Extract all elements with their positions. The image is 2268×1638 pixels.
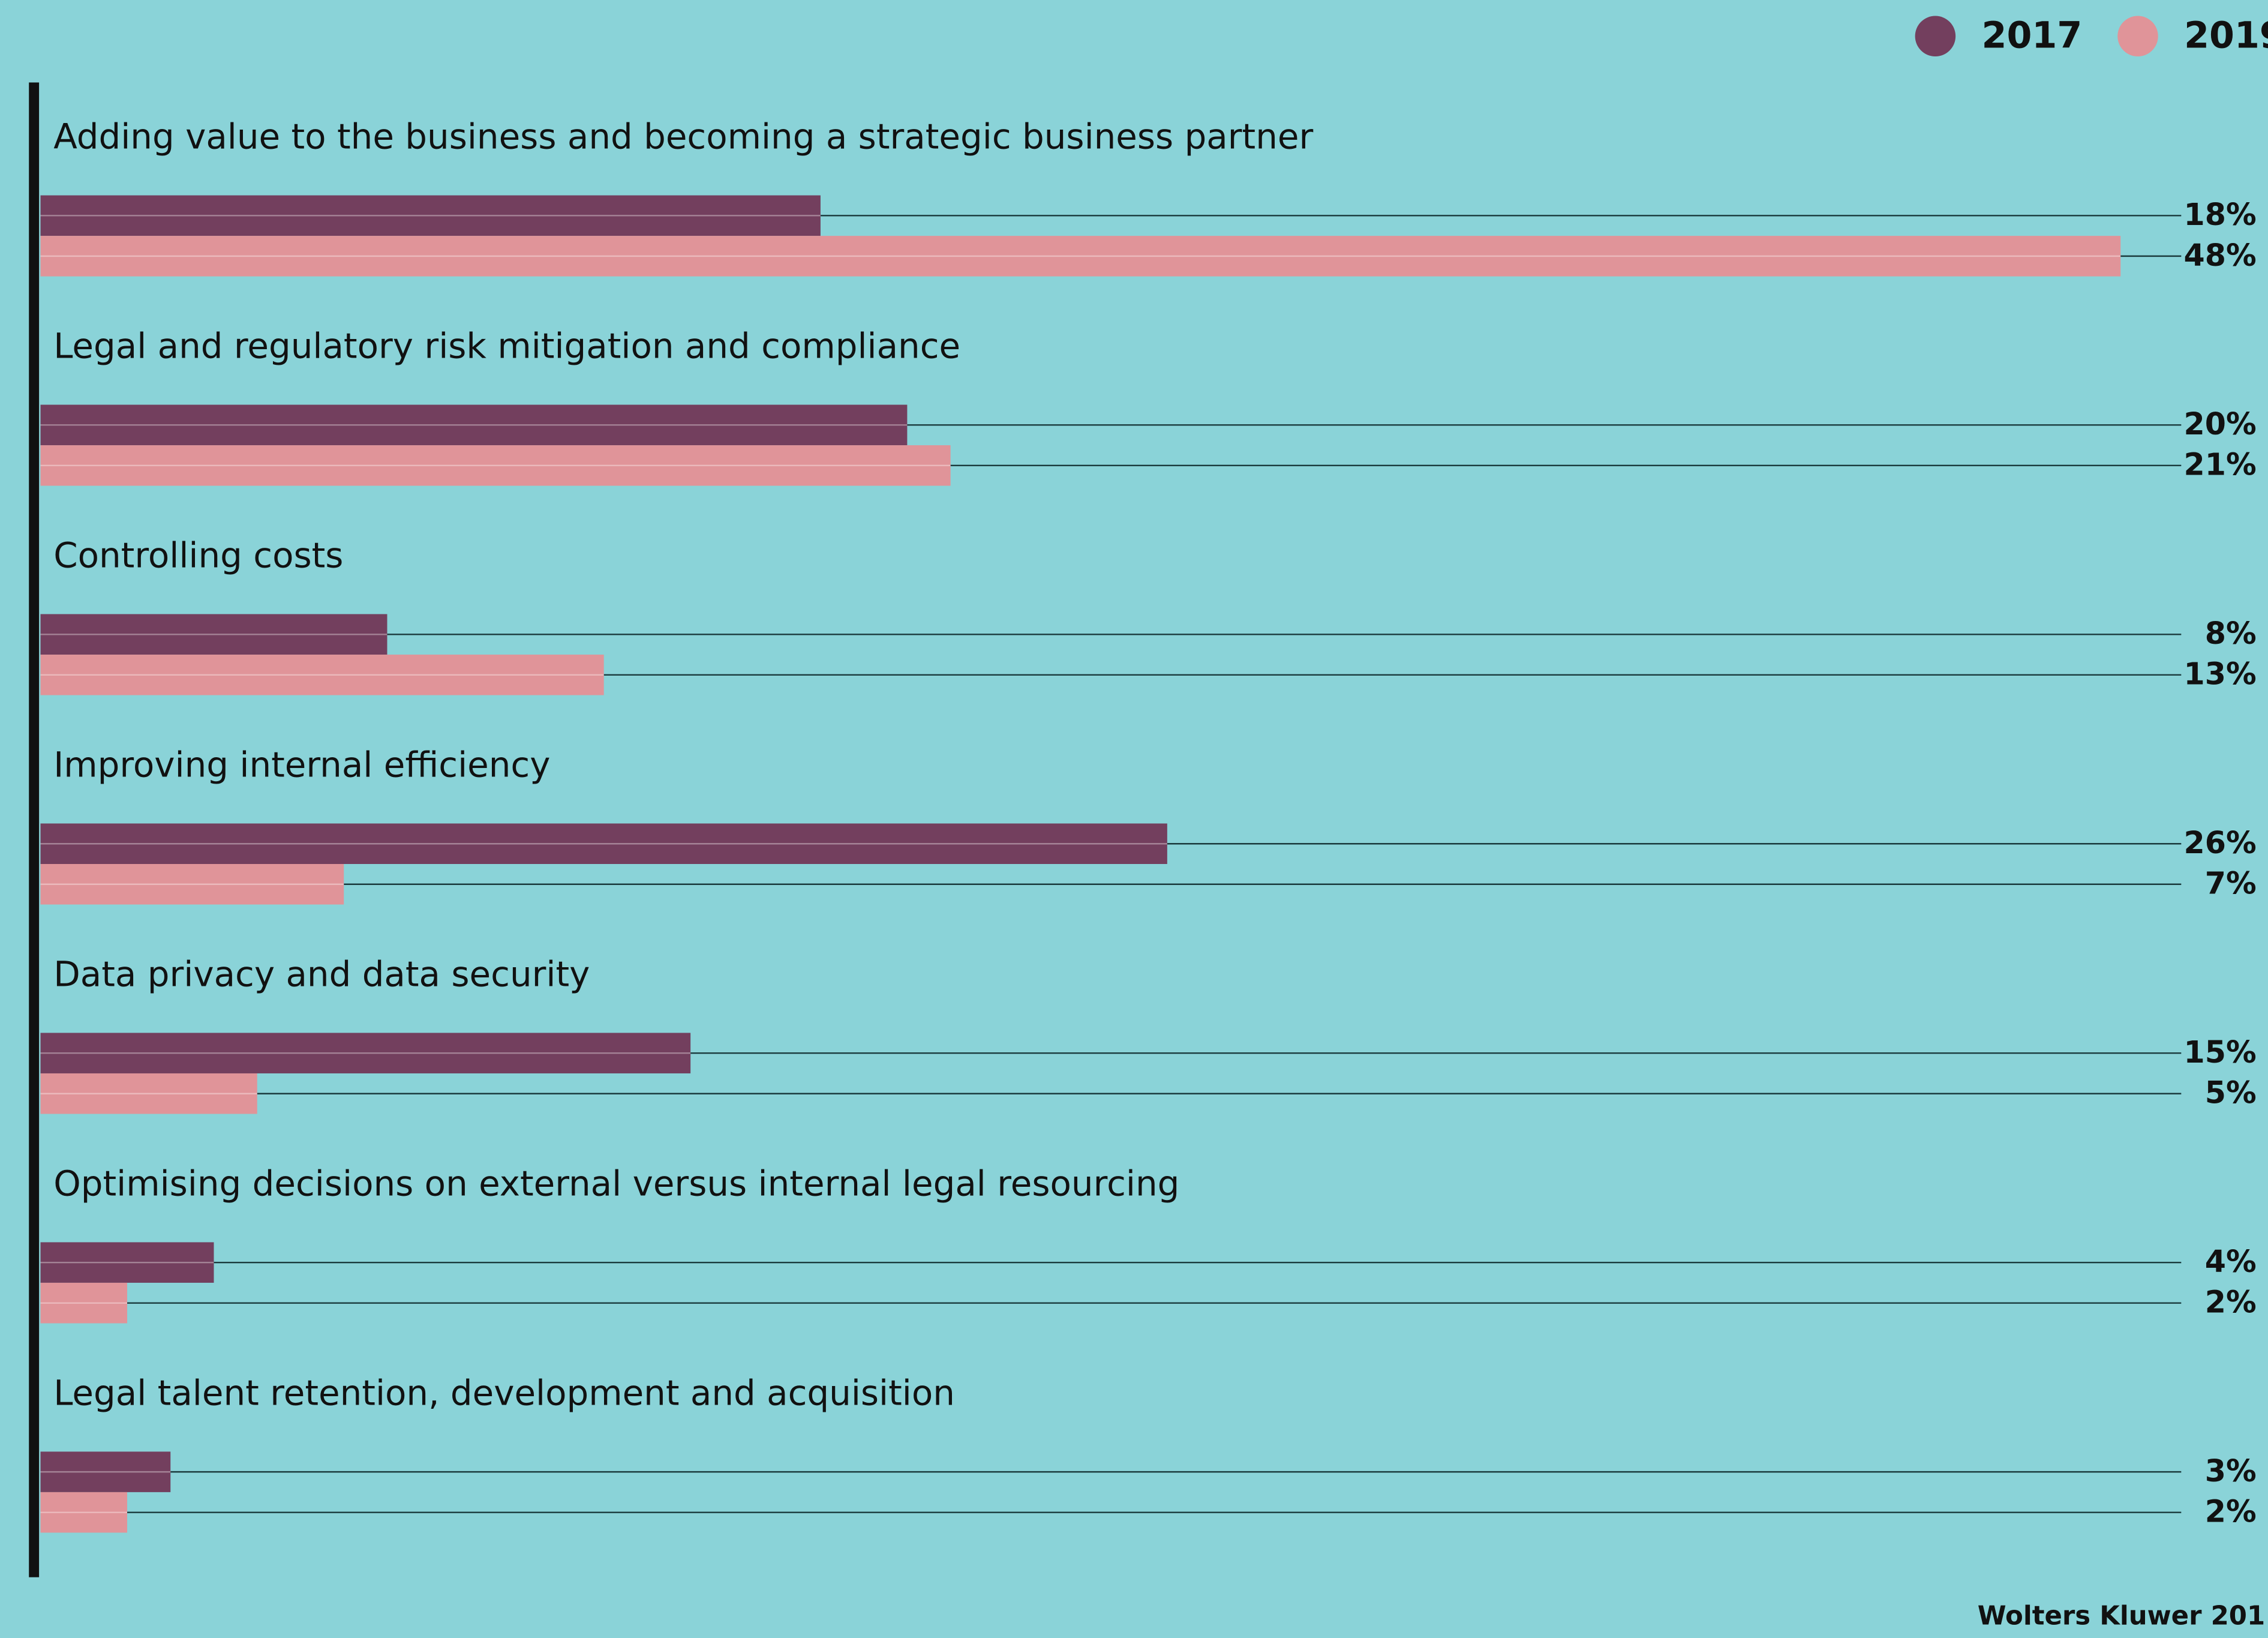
value-label: 21%: [2184, 447, 2257, 482]
value-label: 2%: [2205, 1285, 2257, 1320]
value-label: 15%: [2184, 1034, 2257, 1070]
bar: [40, 614, 387, 655]
value-label: 13%: [2184, 656, 2257, 692]
bar: [40, 1451, 171, 1492]
value-label: 5%: [2205, 1075, 2257, 1111]
bar: [40, 1492, 128, 1533]
bar: [40, 1242, 214, 1283]
category-label: Improving internal efficiency: [53, 745, 550, 785]
bar: [40, 655, 604, 695]
value-label: 4%: [2205, 1244, 2257, 1279]
value-label: 48%: [2184, 238, 2257, 273]
legend-swatch: [2117, 16, 2158, 57]
bar: [40, 404, 908, 446]
category-label: Optimising decisions on external versus …: [53, 1163, 1179, 1204]
bar: [40, 1073, 257, 1114]
value-label: 8%: [2205, 616, 2257, 651]
source: Wolters Kluwer 201: [1978, 1601, 2265, 1631]
value-label: 7%: [2205, 866, 2257, 901]
bar: [40, 864, 344, 905]
legend-label: 2017: [1982, 14, 2083, 56]
category-label: Data privacy and data security: [53, 953, 590, 994]
legend-label: 2019: [2184, 14, 2268, 56]
bar: [40, 1282, 128, 1324]
axis-bar: [29, 82, 40, 1577]
bar: [40, 823, 1167, 865]
bar: [40, 195, 821, 236]
value-label: 26%: [2184, 825, 2257, 860]
value-label: 2%: [2205, 1494, 2257, 1529]
bar: [40, 445, 951, 486]
value-label: 3%: [2205, 1453, 2257, 1489]
category-label: Controlling costs: [53, 535, 343, 576]
bar: [40, 236, 2121, 277]
legend-swatch: [1915, 16, 1956, 57]
category-label: Legal and regulatory risk mitigation and…: [53, 326, 960, 367]
value-label: 20%: [2184, 406, 2257, 442]
category-label: Adding value to the business and becomin…: [53, 116, 1313, 157]
value-label: 18%: [2184, 197, 2257, 232]
category-label: Legal talent retention, development and …: [53, 1372, 955, 1413]
bar: [40, 1033, 691, 1073]
